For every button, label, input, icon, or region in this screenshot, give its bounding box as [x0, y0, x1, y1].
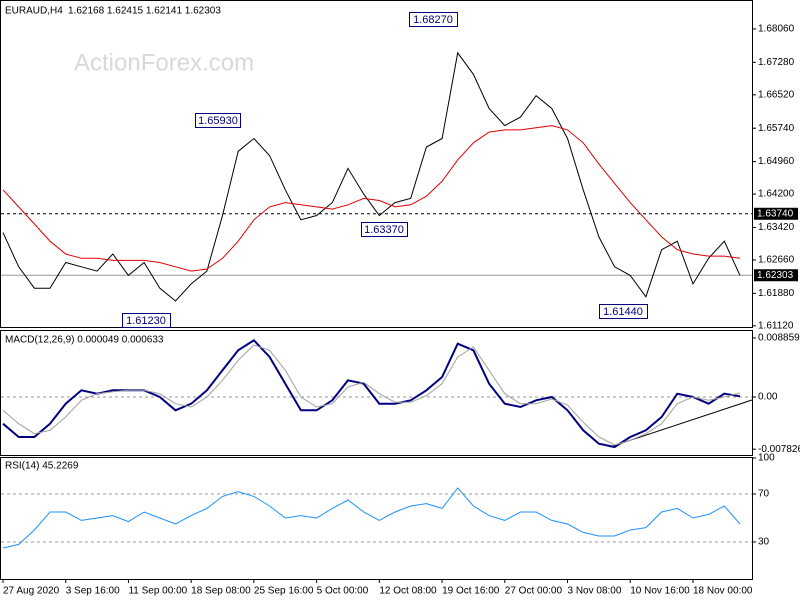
watermark: ActionForex.com	[74, 49, 254, 76]
y-tick-label: 1.65740	[758, 123, 795, 134]
x-tick-label: 11 Sep 00:00	[128, 586, 187, 597]
series-line	[2, 339, 741, 449]
y-tick-label: 1.68060	[758, 24, 795, 35]
y-tick-label: 0.00	[758, 392, 778, 403]
annotation-label: 1.61230	[126, 315, 166, 327]
x-tick-label: 19 Oct 16:00	[442, 586, 500, 597]
annotation-label: 1.61440	[603, 306, 643, 318]
annotation-box	[122, 313, 171, 328]
annotation: 1.63370	[361, 222, 408, 237]
y-tick-label: 1.66520	[758, 89, 795, 100]
y-tick-label: 100	[758, 453, 775, 464]
y-tick-label: -0.007826	[758, 444, 800, 455]
annotation: 1.61230	[122, 313, 171, 328]
x-tick-label: 12 Oct 08:00	[379, 586, 437, 597]
series-line	[2, 487, 741, 549]
y-tick-label: 1.61880	[758, 288, 795, 299]
x-tick-label: 10 Nov 16:00	[630, 586, 690, 597]
y-tick-label: 1.61120	[758, 321, 794, 332]
annotation-label: 1.68270	[413, 14, 453, 26]
y-tick-label: 70	[758, 489, 770, 500]
annotation-label: 1.65930	[198, 115, 238, 127]
level-label: 1.63740	[757, 208, 794, 219]
x-tick-label: 27 Oct 00:00	[505, 586, 563, 597]
annotation: 1.61440	[599, 304, 648, 319]
x-tick-label: 3 Sep 16:00	[66, 586, 120, 597]
x-tick-label: 25 Sep 16:00	[254, 586, 314, 597]
rsi-title: RSI(14) 45.2269	[5, 461, 79, 472]
annotation: 1.65930	[195, 113, 241, 128]
macd-panel	[0, 330, 753, 456]
ohlc: 1.62168 1.62415 1.62141 1.62303	[68, 6, 221, 17]
price-panel	[0, 0, 753, 328]
annotation: 1.68270	[409, 12, 458, 27]
y-tick-label: 1.64200	[758, 189, 795, 200]
x-tick-label: 3 Nov 08:00	[568, 586, 622, 597]
y-tick-label: 1.62660	[758, 255, 795, 266]
annotation-label: 1.63370	[364, 224, 404, 236]
level-box	[754, 207, 798, 220]
rsi-panel	[0, 457, 753, 580]
x-tick-label: 27 Aug 2020	[3, 586, 60, 597]
symbol: EURAUD,H4	[5, 6, 63, 17]
annotation-box	[599, 304, 648, 319]
annotation-box	[361, 222, 408, 237]
level-box	[754, 269, 798, 282]
macd-title: MACD(12,26,9) 0.000049 0.000633	[5, 335, 164, 346]
y-tick-label: 1.64960	[758, 156, 795, 167]
annotation-box	[195, 113, 241, 128]
x-tick-label: 18 Nov 00:00	[693, 586, 753, 597]
y-tick-label: 1.67280	[758, 57, 795, 68]
x-tick-label: 5 Oct 00:00	[317, 586, 369, 597]
annotation-box	[409, 12, 458, 27]
y-tick-label: 30	[758, 537, 770, 548]
y-tick-label: 1.63420	[758, 222, 795, 233]
y-tick-label: 0.008859	[758, 333, 800, 344]
level-label: 1.62303	[757, 270, 794, 281]
x-tick-label: 18 Sep 08:00	[191, 586, 251, 597]
series-line	[2, 344, 741, 446]
series-line	[2, 51, 741, 302]
series-line	[2, 125, 741, 272]
